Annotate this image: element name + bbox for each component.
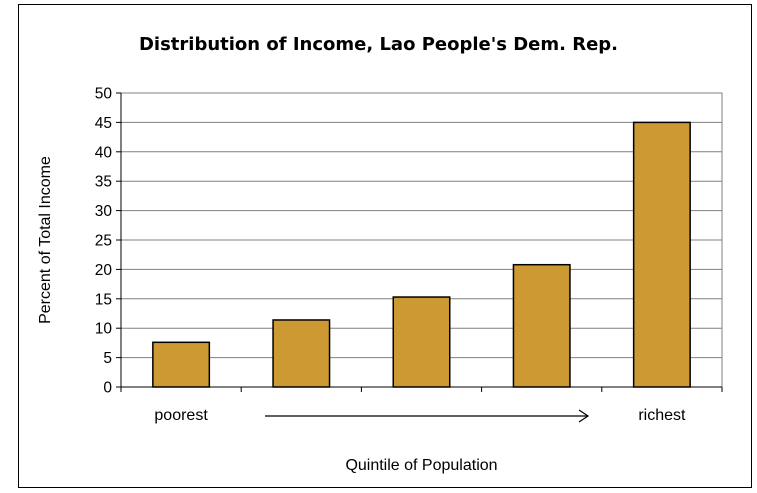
richest-label: richest: [638, 407, 686, 424]
bar-quintile-3: [392, 296, 451, 388]
y-tick-label: 30: [95, 203, 113, 220]
y-axis-label: Percent of Total Income: [37, 156, 54, 324]
bar-quintile-5: [632, 121, 691, 388]
y-tick-label: 35: [95, 174, 112, 191]
y-tick-label: 45: [95, 115, 112, 132]
bar-quintile-1: [152, 341, 211, 388]
y-tick-label: 0: [103, 380, 112, 397]
direction-arrow: [265, 409, 590, 423]
bars: [152, 121, 691, 388]
chart-frame: [18, 4, 752, 488]
y-tick-label: 25: [95, 233, 112, 250]
y-tick-label: 40: [95, 144, 113, 161]
x-ticks: [120, 387, 723, 392]
y-ticks: 0 5 10 15 20 25 30 35 40 45 50: [95, 86, 121, 397]
x-axis-label: Quintile of Population: [345, 457, 497, 474]
y-tick-label: 20: [95, 262, 113, 279]
y-tick-label: 50: [95, 86, 113, 103]
bar-quintile-2: [272, 319, 331, 388]
y-tick-label: 10: [95, 321, 113, 338]
poorest-label: poorest: [154, 407, 208, 424]
y-tick-label: 5: [103, 350, 112, 367]
y-tick-label: 15: [95, 291, 112, 308]
bar-quintile-4: [512, 263, 571, 388]
arrow-head: [578, 409, 590, 423]
chart-title: Distribution of Income, Lao People's Dem…: [138, 34, 619, 55]
